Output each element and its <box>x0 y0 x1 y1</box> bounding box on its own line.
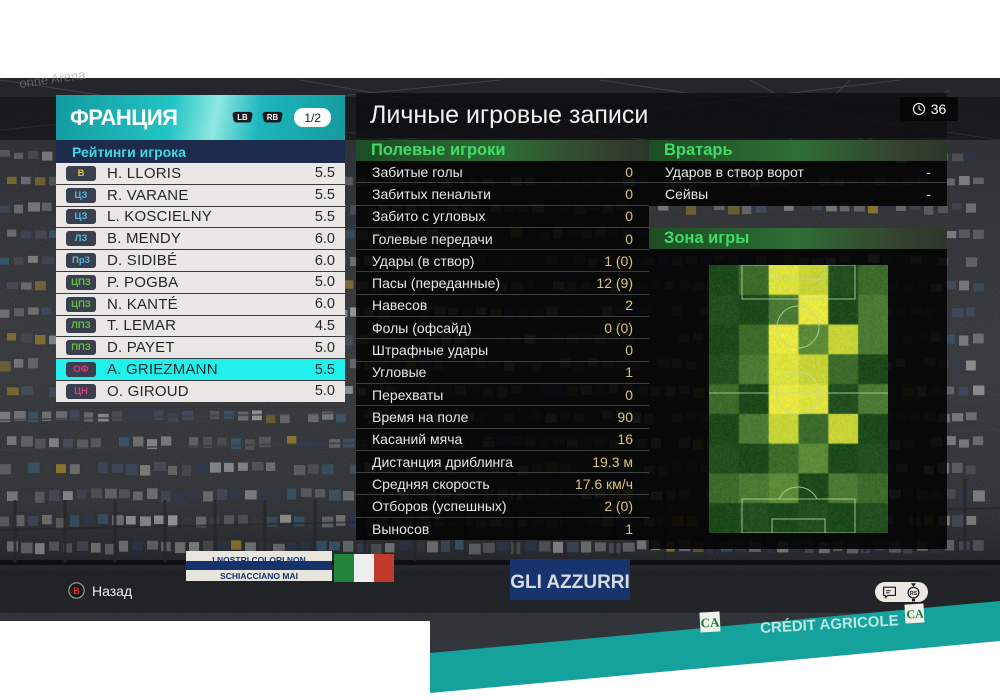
svg-text:RS: RS <box>910 591 918 597</box>
svg-text:CA: CA <box>906 607 924 622</box>
svg-text:GLI AZZURRI: GLI AZZURRI <box>510 572 630 593</box>
svg-text:CA: CA <box>700 614 720 630</box>
svg-text:LB: LB <box>238 113 249 122</box>
svg-text:SCHIACCIANO MAI: SCHIACCIANO MAI <box>220 571 298 581</box>
svg-text:I NOSTRI COLORI NON: I NOSTRI COLORI NON <box>212 555 306 565</box>
svg-text:B: B <box>73 586 80 596</box>
svg-text:RB: RB <box>267 113 279 122</box>
